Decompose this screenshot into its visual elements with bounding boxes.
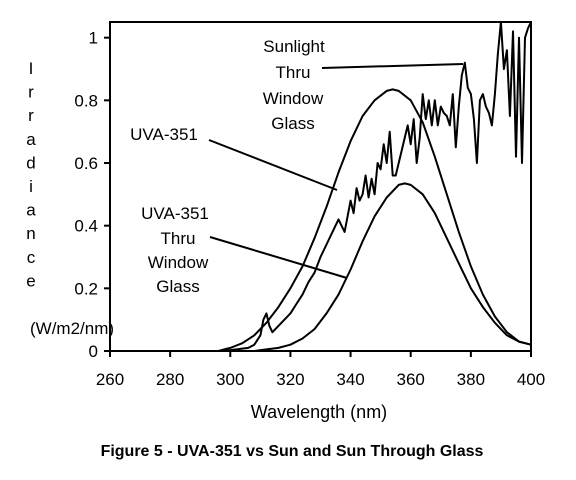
annotation-uva351-glass-text: UVA-351 (141, 204, 209, 223)
annotation-uva351-text: UVA-351 (130, 125, 198, 144)
annotation-sunlight-text: Window (263, 89, 324, 108)
y-axis-label-letter: r (28, 106, 34, 125)
ticks-layer: 260 280 300 320 340 360 380 400 0 0.2 0.4 0.6 0.8 1 (74, 29, 545, 389)
y-tick-label: 0.6 (74, 154, 98, 173)
x-tick-label: 340 (336, 370, 364, 389)
annotation-uva351-leader (208, 139, 338, 191)
x-tick-label: 320 (276, 370, 304, 389)
series-line-1 (218, 88, 532, 352)
y-tick-label: 1 (89, 29, 98, 48)
y-axis-label-letter: n (26, 224, 35, 243)
annotation-sunlight-text: Thru (276, 63, 311, 82)
annotation-sunlight-text: Sunlight (263, 37, 325, 56)
x-tick-label: 360 (397, 370, 425, 389)
x-tick-label: 260 (96, 370, 124, 389)
annotation-uva351-glass-text: Thru (161, 229, 196, 248)
figure-caption: Figure 5 - UVA-351 vs Sun and Sun Throug… (101, 443, 484, 460)
annotation-uva351-glass-text: Window (148, 253, 209, 272)
x-tick-label: 280 (156, 370, 184, 389)
y-axis-label-letter: i (29, 177, 33, 196)
annotation-uva351-glass-leader (209, 236, 348, 279)
y-axis-label-letter: c (27, 248, 36, 267)
y-axis-label-letter: a (26, 201, 36, 220)
series-line-3 (254, 182, 532, 352)
x-tick-label: 400 (517, 370, 545, 389)
y-axis-label-letter: a (26, 130, 36, 149)
series-line-2 (224, 21, 532, 352)
y-axis-label-letter: I (29, 59, 34, 78)
y-tick-label: 0.8 (74, 91, 98, 110)
annotation-sunlight-text: Glass (271, 114, 314, 133)
annotation-layer: Sunlight Thru Window Glass UVA-351 UVA-351 Thr… (130, 37, 464, 296)
y-tick-label: 0.2 (74, 279, 98, 298)
plot-border (109, 21, 532, 352)
annotation-uva351-glass-text: Glass (156, 277, 199, 296)
y-axis-label-letter: r (28, 83, 34, 102)
y-axis-label-letter: e (26, 271, 35, 290)
y-axis-label-letter: d (26, 153, 35, 172)
y-axis-unit: (W/m2/nm) (30, 319, 114, 338)
plot-frame (109, 21, 532, 352)
y-tick-label: 0 (89, 342, 98, 361)
series-layer (218, 21, 532, 352)
annotation-sunlight-leader (321, 63, 464, 69)
x-tick-label: 300 (216, 370, 244, 389)
x-axis-title: Wavelength (nm) (251, 402, 387, 422)
x-tick-label: 380 (457, 370, 485, 389)
y-tick-label: 0.4 (74, 217, 98, 236)
